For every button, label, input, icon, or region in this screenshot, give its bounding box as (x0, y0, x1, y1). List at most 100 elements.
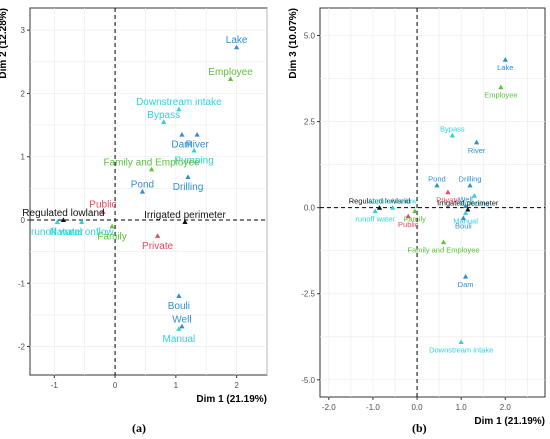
y-tick-label: -2.5 (301, 290, 315, 299)
y-tick-label: 0 (21, 216, 26, 225)
data-point-label: Regulated lowland (22, 208, 104, 219)
data-point-label: Well (458, 195, 473, 204)
data-point-label: Pond (428, 174, 446, 183)
y-tick-label: 5.0 (304, 32, 316, 41)
panel-label-a: (a) (132, 421, 146, 435)
x-axis-label: Dim 1 (21.19%) (474, 416, 545, 427)
chart-panel-a: -1 0 1 2 -2 -1 0 1 2 3 Dim 1 (21.19%) Dim 2 (12.28%… (0, 7, 268, 405)
data-point-label: Family (404, 215, 426, 224)
data-point-label: Family and Employee (407, 246, 479, 255)
data-point-label: Pumping (460, 199, 490, 208)
data-point-label: Irrigated perimeter (437, 198, 499, 207)
data-point-marker (462, 203, 469, 209)
data-point-label: Bypass (440, 124, 465, 133)
data-point-marker (412, 208, 418, 214)
x-tick-label: 1.0 (456, 403, 468, 412)
data-point-marker (372, 208, 378, 214)
data-point-marker (474, 139, 480, 145)
x-tick-label: -1 (51, 381, 59, 390)
data-point-label: Employee (208, 67, 253, 78)
scatter-plot-a: -1 0 1 2 -2 -1 0 1 2 3 Dim 1 (21.19%) Dim 2 (12.28%… (0, 7, 268, 405)
panel-label-b: (b) (412, 421, 427, 435)
data-point-label: Drilling (459, 174, 482, 183)
data-point-label: Lake (497, 63, 513, 72)
y-tick-label: -1 (18, 279, 26, 288)
x-tick-label: 2 (234, 381, 239, 390)
data-point-marker (390, 205, 396, 210)
data-point-marker (462, 210, 469, 215)
data-point-marker (176, 106, 182, 112)
data-point-label: River (185, 140, 209, 151)
data-point-marker (161, 119, 167, 124)
data-point-marker (462, 273, 469, 279)
data-point-marker (440, 239, 447, 245)
plot-area (319, 7, 546, 398)
data-point-label: Drilling (173, 182, 204, 193)
data-point-label: Private (436, 196, 459, 205)
data-point-label: Manual (453, 216, 478, 225)
data-point-label: Downstream intake (136, 97, 222, 108)
x-tick-label: 2.0 (500, 403, 512, 412)
data-point-label: Family (97, 231, 126, 242)
x-tick-label: -1.0 (366, 403, 380, 412)
data-point-marker (60, 217, 67, 223)
data-point-marker (139, 188, 146, 194)
data-point-label: Pumping (174, 155, 213, 166)
plot-area (29, 7, 268, 376)
y-tick-label: 2 (21, 89, 26, 98)
data-point-marker (227, 76, 234, 81)
data-point-marker (79, 219, 85, 224)
scatter-plot-b: -2.0 -1.0 0.0 1.0 2.0 -5.0 -2.5 0.0 2.5 5.0 Dim 1 … (288, 7, 546, 427)
x-tick-label: 0.0 (411, 403, 423, 412)
data-point-marker (449, 132, 455, 138)
y-tick-label: 3 (21, 26, 26, 35)
data-point-marker (502, 57, 508, 62)
data-point-label: Regulated lowland (349, 197, 411, 206)
y-axis-label: Dim 2 (12.28%) (0, 8, 9, 79)
data-point-label: Natural onflow (50, 227, 115, 238)
data-point-marker (179, 131, 185, 137)
y-tick-label: 2.5 (304, 118, 316, 127)
data-point-marker (182, 219, 188, 224)
x-axis-label: Dim 1 (21.19%) (196, 394, 267, 405)
data-point-marker (100, 209, 106, 214)
data-point-label: Well (172, 314, 191, 325)
data-point-marker (179, 323, 185, 329)
data-point-label: Public (89, 200, 116, 211)
data-point-marker (460, 215, 466, 221)
data-point-marker (176, 293, 182, 298)
data-point-label: Bouli (168, 301, 190, 312)
data-point-marker (458, 339, 464, 345)
y-tick-label: 1 (21, 153, 26, 162)
data-point-label: Dam (171, 140, 192, 151)
data-point-marker (405, 213, 411, 219)
data-point-marker (498, 84, 504, 90)
data-point-marker (471, 193, 478, 198)
data-point-label: Private (142, 241, 174, 252)
data-point-marker (148, 166, 155, 172)
data-point-marker (467, 182, 473, 188)
data-point-label: Irrigated perimeter (144, 210, 226, 221)
data-point-marker (109, 223, 115, 229)
y-tick-label: -2 (18, 343, 26, 352)
y-tick-label: 0.0 (304, 204, 316, 213)
x-tick-label: 0 (113, 381, 118, 390)
data-point-label: Downstream intake (429, 345, 493, 354)
data-point-marker (445, 189, 451, 195)
data-point-marker (194, 131, 200, 137)
data-point-label: Public (398, 220, 419, 229)
data-point-marker (176, 326, 182, 331)
data-point-label: Bypass (147, 110, 180, 121)
data-point-label: runoff water (31, 227, 84, 238)
data-point-marker (376, 205, 383, 210)
data-point-marker (434, 182, 440, 188)
data-point-marker (234, 44, 240, 50)
data-point-marker (191, 147, 197, 153)
data-point-label: River (468, 146, 486, 155)
data-point-label: runoff water (355, 215, 395, 224)
data-point-label: Dam (458, 280, 474, 289)
data-point-label: Family and Employee (103, 157, 200, 168)
data-point-label: Lake (226, 35, 248, 46)
y-tick-label: -5.0 (301, 376, 315, 385)
data-point-marker (54, 219, 60, 224)
